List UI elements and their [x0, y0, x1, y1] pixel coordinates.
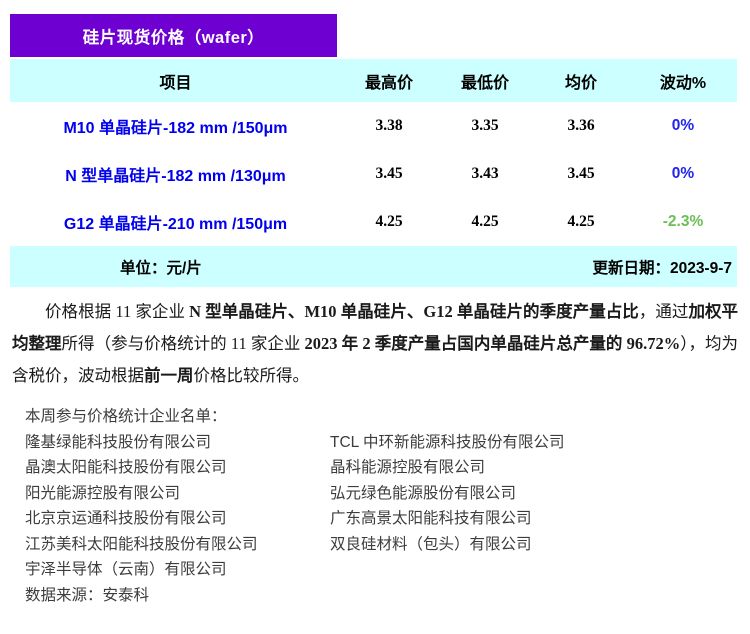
note-paragraph: 价格根据 11 家企业 N 型单晶硅片、M10 单晶硅片、G12 单晶硅片的季度…: [12, 296, 738, 392]
column-header-change: 波动%: [659, 74, 707, 92]
note-segment: N 型单晶硅片、M10 单晶硅片、G12 单晶硅片的季度产量占比: [189, 302, 639, 321]
note-segment: ），均为含税价，波动根据: [12, 334, 739, 385]
table-row: G12 单晶硅片-210 mm /150μm 4.25 4.25 4.25 -2…: [10, 198, 737, 246]
table-footer-row: 单位：元/片 更新日期：2023-9-7: [10, 246, 737, 287]
low-price: 3.35: [471, 117, 499, 134]
note-segment: 所得（参与价格统计的 11 家企业: [61, 334, 305, 353]
high-price: 3.38: [375, 117, 403, 134]
company-name: 隆基绿能科技股份有限公司: [25, 433, 212, 451]
column-header-high: 最高价: [364, 74, 413, 92]
item-name: M10 单晶硅片-182 mm /150μm: [63, 120, 288, 137]
companies-heading: 本周参与价格统计企业名单：: [25, 408, 227, 425]
company-row: 宇泽半导体（云南）有限公司: [25, 557, 725, 583]
avg-price: 3.45: [567, 165, 595, 182]
update-date: 更新日期：2023-9-7: [592, 259, 732, 277]
company-row: 北京京运通科技股份有限公司 广东高景太阳能科技有限公司: [25, 506, 725, 532]
data-source: 数据来源：安泰科: [25, 586, 150, 604]
table-header-row: 项目 最高价 最低价 均价 波动%: [10, 59, 737, 102]
table-row: M10 单晶硅片-182 mm /150μm 3.38 3.35 3.36 0%: [10, 102, 737, 150]
note-segment: 加权平均整理: [12, 302, 739, 353]
item-name: G12 单晶硅片-210 mm /150μm: [63, 216, 288, 233]
company-row: 阳光能源控股有限公司 弘元绿色能源股份有限公司: [25, 481, 725, 507]
note-segment: ，通过: [638, 302, 689, 321]
company-name: 弘元绿色能源股份有限公司: [330, 484, 517, 502]
avg-price: 3.36: [567, 117, 595, 134]
note-segment: 2023 年 2 季度产量占国内单晶硅片总产量的 96.72%: [304, 334, 681, 353]
low-price: 3.43: [471, 165, 499, 182]
avg-price: 4.25: [567, 213, 595, 230]
change-value: 0%: [671, 165, 695, 182]
change-value: 0%: [671, 117, 695, 134]
company-name: 北京京运通科技股份有限公司: [25, 510, 227, 527]
company-name: TCL 中环新能源科技股份有限公司: [330, 433, 565, 451]
high-price: 4.25: [375, 213, 403, 230]
company-name: 阳光能源控股有限公司: [25, 484, 181, 502]
company-row: 江苏美科太阳能科技股份有限公司 双良硅材料（包头）有限公司: [25, 532, 725, 558]
column-header-low: 最低价: [460, 74, 509, 92]
companies-section: 本周参与价格统计企业名单： 隆基绿能科技股份有限公司 TCL 中环新能源科技股份…: [25, 404, 725, 608]
column-header-avg: 均价: [564, 74, 597, 92]
low-price: 4.25: [471, 213, 499, 230]
item-name: N 型单晶硅片-182 mm /130μm: [65, 168, 286, 185]
company-name: 江苏美科太阳能科技股份有限公司: [25, 535, 258, 553]
column-header-item: 项目: [159, 74, 192, 92]
high-price: 3.45: [375, 165, 403, 182]
table-title: 硅片现货价格（wafer）: [82, 28, 265, 47]
table-row: N 型单晶硅片-182 mm /130μm 3.45 3.43 3.45 0%: [10, 150, 737, 198]
change-value: -2.3%: [662, 213, 704, 230]
price-table: 项目 最高价 最低价 均价 波动% M10 单晶硅片-182 mm /150μm…: [10, 59, 737, 287]
company-name: [330, 557, 725, 583]
company-name: 晶科能源控股有限公司: [330, 459, 486, 476]
company-name: 广东高景太阳能科技有限公司: [330, 510, 532, 527]
unit-label: 单位：元/片: [120, 259, 202, 277]
note-segment: 前一周: [144, 366, 194, 385]
table-title-bar: 硅片现货价格（wafer）: [10, 14, 337, 57]
note-segment: 价格比较所得。: [193, 366, 310, 385]
company-name: 宇泽半导体（云南）有限公司: [25, 561, 227, 578]
note-segment: 价格根据 11 家企业: [45, 302, 190, 321]
company-name: 晶澳太阳能科技股份有限公司: [25, 459, 227, 476]
company-row: 晶澳太阳能科技股份有限公司 晶科能源控股有限公司: [25, 455, 725, 481]
company-row: 隆基绿能科技股份有限公司 TCL 中环新能源科技股份有限公司: [25, 430, 725, 456]
company-name: 双良硅材料（包头）有限公司: [330, 535, 532, 553]
